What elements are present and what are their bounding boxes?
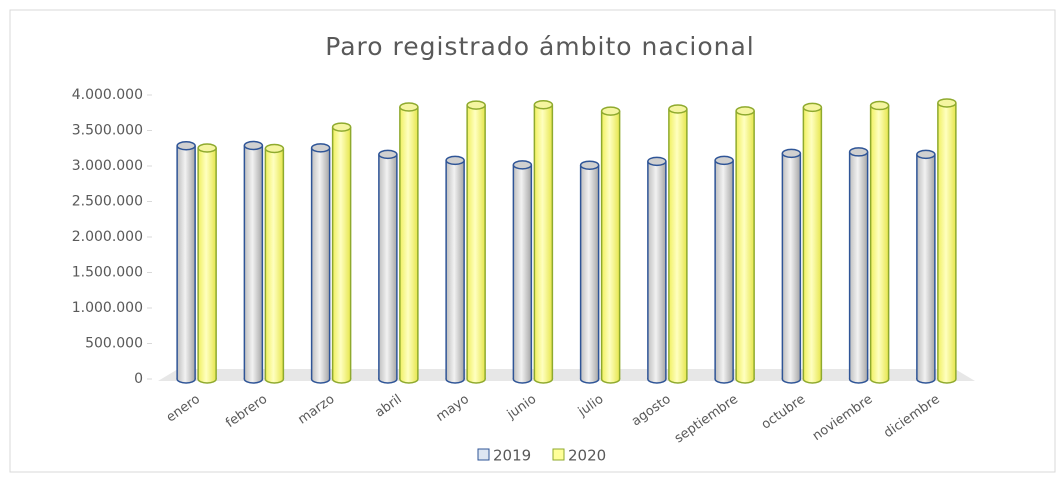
bar-part (244, 145, 263, 379)
bar-part (781, 148, 802, 159)
bar-part (311, 147, 330, 379)
floor (158, 369, 975, 381)
bar-part (668, 109, 687, 379)
bar-part (937, 102, 956, 380)
bar-part (399, 106, 418, 379)
bar-part (177, 145, 196, 379)
bar-part (265, 148, 284, 379)
bar-part (937, 98, 957, 108)
y-tick-label: 1.500.000 (72, 265, 143, 281)
y-tick-label: 2.500.000 (72, 194, 143, 210)
bar (647, 156, 667, 384)
y-tick-label: 3.500.000 (72, 123, 143, 139)
bar (848, 147, 869, 384)
bar-part (243, 140, 264, 151)
bar-part (714, 155, 734, 166)
bar-part (331, 122, 352, 132)
y-tick-label: 4.000.000 (72, 87, 143, 103)
bar (600, 106, 621, 384)
bar (243, 140, 264, 384)
bar (466, 100, 486, 384)
bar-part (736, 110, 755, 379)
bar-part (176, 140, 196, 151)
bar-part (378, 149, 398, 160)
bar (378, 149, 398, 384)
bar-part (466, 100, 486, 110)
bar (735, 106, 755, 384)
bar (399, 102, 419, 384)
bar-part (445, 155, 465, 166)
bar (176, 140, 196, 384)
bar (916, 149, 936, 384)
legend-swatch (477, 448, 490, 461)
bar-part (647, 161, 666, 379)
bar-part (332, 127, 351, 379)
bar (937, 98, 957, 384)
bar-part (916, 149, 936, 160)
bar-part (782, 153, 801, 379)
bar-part (310, 143, 331, 153)
bar (445, 155, 465, 384)
bar (331, 122, 352, 384)
bar-part (715, 160, 734, 379)
bar-part (264, 143, 285, 154)
bar-part (198, 147, 217, 379)
bar (197, 143, 217, 384)
bar-part (446, 160, 465, 379)
bar-part (513, 164, 532, 379)
y-tick-label: 500.000 (85, 336, 143, 352)
bar-part (601, 111, 620, 379)
legend-label: 2020 (568, 447, 606, 465)
y-tick-label: 0 (134, 371, 143, 387)
bar-part (848, 147, 869, 157)
bar-part (533, 99, 554, 110)
bar-part (647, 156, 667, 167)
bar-part (197, 143, 217, 153)
bar-part (512, 160, 533, 170)
bar (714, 155, 734, 384)
bar (512, 160, 533, 384)
bar-part (600, 106, 621, 116)
bar (310, 143, 331, 384)
chart-title: Paro registrado ámbito nacional (325, 32, 755, 61)
bar (869, 100, 890, 384)
y-tick-label: 3.000.000 (72, 158, 143, 174)
legend-swatch (552, 448, 565, 461)
legend-label: 2019 (493, 447, 531, 465)
bar-part (849, 151, 868, 379)
bar (533, 99, 554, 384)
y-tick-label: 2.000.000 (72, 229, 143, 245)
bar (802, 102, 823, 384)
bar-part (579, 160, 600, 170)
bar (264, 143, 285, 384)
y-tick-label: 1.000.000 (72, 300, 143, 316)
bar (668, 104, 688, 384)
bar-part (668, 104, 688, 114)
bar-part (803, 107, 822, 379)
bar-part (378, 154, 397, 379)
bar (579, 160, 600, 384)
bar (781, 148, 802, 384)
bar-part (869, 100, 890, 111)
bar-part (534, 104, 553, 380)
bar-part (735, 106, 755, 116)
bar-part (916, 154, 935, 379)
bar-part (802, 102, 823, 113)
bar-part (399, 102, 419, 112)
bar-part (580, 165, 599, 379)
bar-part (467, 105, 486, 379)
bar-part (870, 105, 889, 379)
